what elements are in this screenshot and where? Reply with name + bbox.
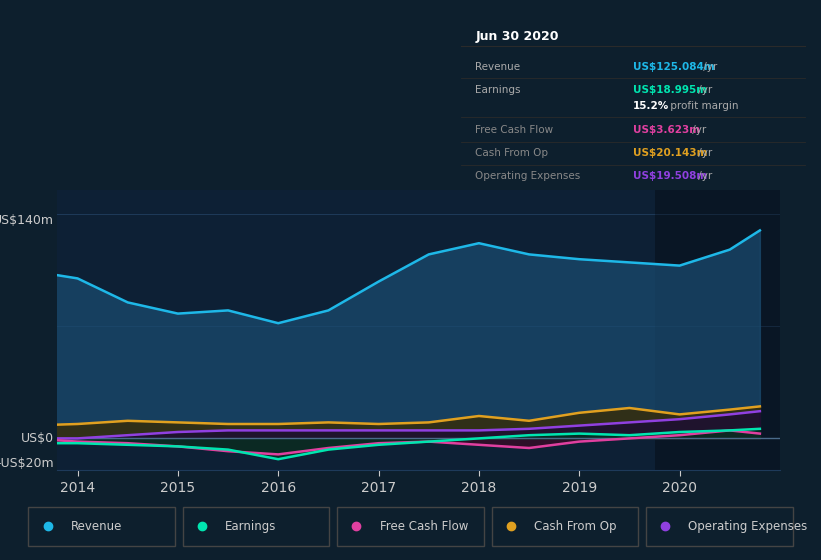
Bar bbox=[29, 507, 175, 546]
Text: Revenue: Revenue bbox=[71, 520, 122, 533]
Text: /yr: /yr bbox=[695, 171, 712, 181]
Bar bbox=[654, 190, 780, 470]
Text: /yr: /yr bbox=[700, 62, 718, 72]
Text: Earnings: Earnings bbox=[225, 520, 277, 533]
Text: US$18.995m: US$18.995m bbox=[633, 85, 707, 95]
Text: US$125.084m: US$125.084m bbox=[633, 62, 715, 72]
Text: Earnings: Earnings bbox=[475, 85, 521, 95]
Text: Cash From Op: Cash From Op bbox=[534, 520, 617, 533]
Text: US$19.508m: US$19.508m bbox=[633, 171, 707, 181]
Text: US$140m: US$140m bbox=[0, 214, 54, 227]
Text: /yr: /yr bbox=[695, 148, 712, 158]
Text: Jun 30 2020: Jun 30 2020 bbox=[475, 30, 558, 43]
Text: US$0: US$0 bbox=[21, 432, 54, 445]
Text: Operating Expenses: Operating Expenses bbox=[475, 171, 580, 181]
Text: Free Cash Flow: Free Cash Flow bbox=[475, 125, 553, 136]
Text: Cash From Op: Cash From Op bbox=[475, 148, 548, 158]
Text: /yr: /yr bbox=[695, 85, 712, 95]
Text: -US$20m: -US$20m bbox=[0, 458, 54, 470]
Text: /yr: /yr bbox=[690, 125, 707, 136]
Text: profit margin: profit margin bbox=[667, 101, 739, 111]
Bar bbox=[337, 507, 484, 546]
Bar bbox=[492, 507, 638, 546]
Text: Revenue: Revenue bbox=[475, 62, 521, 72]
Bar bbox=[183, 507, 329, 546]
Text: 15.2%: 15.2% bbox=[633, 101, 669, 111]
Text: Operating Expenses: Operating Expenses bbox=[688, 520, 808, 533]
Bar bbox=[646, 507, 792, 546]
Text: US$20.143m: US$20.143m bbox=[633, 148, 708, 158]
Text: US$3.623m: US$3.623m bbox=[633, 125, 700, 136]
Text: Free Cash Flow: Free Cash Flow bbox=[379, 520, 468, 533]
